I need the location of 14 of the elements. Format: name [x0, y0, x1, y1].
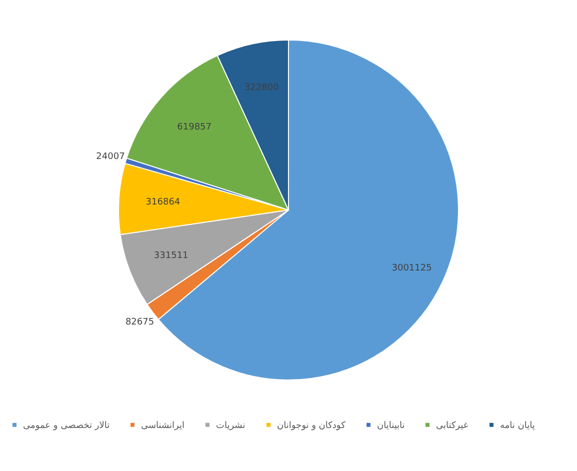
data-label: 82675 — [125, 318, 154, 328]
legend-label: نابینایان — [377, 420, 405, 431]
legend-label: غیرکتابی — [436, 420, 468, 431]
data-label: 24007 — [96, 152, 125, 162]
data-label: 322800 — [244, 83, 280, 94]
legend-label: کودکان و نوجوانان — [277, 420, 346, 431]
legend-label: نشریات — [216, 420, 246, 431]
data-label: 316864 — [146, 198, 180, 208]
data-label: 619857 — [177, 122, 212, 133]
data-label: 3001125 — [392, 263, 432, 274]
legend-label: ایرانشناسی — [141, 420, 185, 431]
legend-label: پایان نامه — [500, 420, 536, 431]
data-label: 331511 — [154, 251, 188, 262]
legend-label: تالار تخصصی و عمومی — [23, 420, 110, 431]
